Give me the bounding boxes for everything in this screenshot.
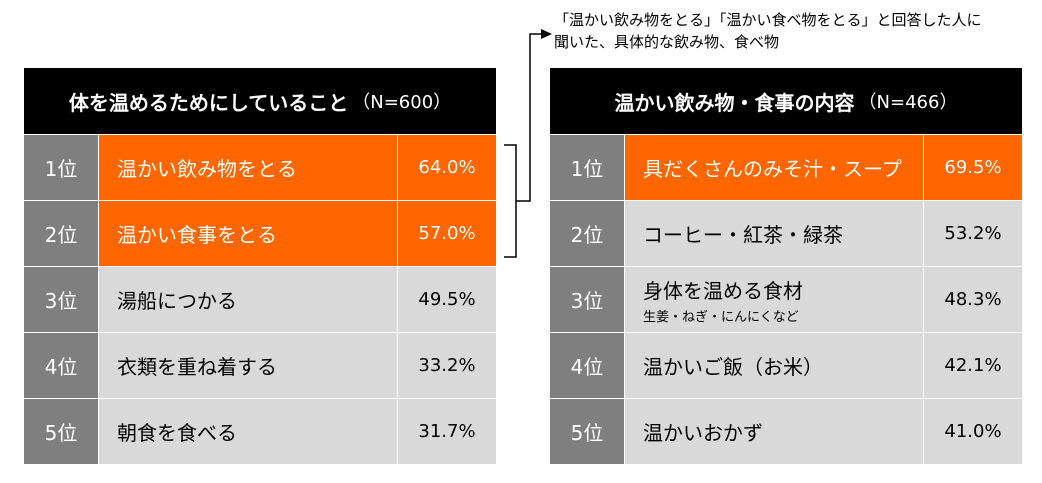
- label-text: 湯船につかる: [117, 289, 237, 313]
- label-cell: 温かいおかず: [624, 399, 923, 464]
- right-table-title: 温かい飲み物・食事の内容: [614, 90, 855, 115]
- rank-cell: 4位: [24, 333, 98, 398]
- value-cell: 42.1%: [923, 333, 1022, 398]
- left-table-header: 体を温めるためにしていること （N=600）: [24, 68, 496, 134]
- bracket-line: [504, 144, 517, 258]
- label-cell: 朝食を食べる: [98, 399, 397, 464]
- note-line-2: 聞いた、具体的な飲み物、食べ物: [554, 33, 780, 51]
- value-cell: 49.5%: [397, 267, 496, 332]
- label-cell: 温かいご飯（お米）: [624, 333, 923, 398]
- right-row-2: 2位 コーヒー・紅茶・緑茶 53.2%: [550, 200, 1022, 266]
- value-cell: 53.2%: [923, 201, 1022, 266]
- right-row-5: 5位 温かいおかず 41.0%: [550, 398, 1022, 464]
- left-row-4: 4位 衣類を重ね着する 33.2%: [24, 332, 496, 398]
- label-text: コーヒー・紅茶・緑茶: [643, 223, 843, 247]
- left-table-n: （N=600）: [352, 92, 452, 113]
- right-table-n: （N=466）: [858, 92, 958, 113]
- value-cell: 48.3%: [923, 267, 1022, 332]
- left-ranking-table: 体を温めるためにしていること （N=600） 1位 温かい飲み物をとる 64.0% 2…: [24, 68, 496, 464]
- rank-cell: 5位: [550, 399, 624, 464]
- label-cell: 具だくさんのみそ汁・スープ: [624, 135, 923, 200]
- label-subtext: 生姜・ねぎ・にんにくなど: [643, 309, 799, 325]
- left-row-2: 2位 温かい食事をとる 57.0%: [24, 200, 496, 266]
- rank-cell: 1位: [24, 135, 98, 200]
- arrow-head: [541, 29, 552, 39]
- label-text: 温かい食事をとる: [117, 223, 277, 247]
- annotation-note: 「温かい飲み物をとる」「温かい食べ物をとる」と回答した人に 聞いた、具体的な飲み…: [554, 9, 1024, 53]
- label-text: 衣類を重ね着する: [117, 355, 277, 379]
- note-line-1: 「温かい飲み物をとる」「温かい食べ物をとる」と回答した人に: [554, 11, 982, 29]
- rank-cell: 2位: [24, 201, 98, 266]
- label-cell: 温かい飲み物をとる: [98, 135, 397, 200]
- label-text: 身体を温める食材: [643, 278, 803, 303]
- value-cell: 33.2%: [397, 333, 496, 398]
- right-row-4: 4位 温かいご飯（お米） 42.1%: [550, 332, 1022, 398]
- right-row-3: 3位 身体を温める食材 生姜・ねぎ・にんにくなど 48.3%: [550, 266, 1022, 332]
- label-cell: 衣類を重ね着する: [98, 333, 397, 398]
- rank-cell: 3位: [24, 267, 98, 332]
- label-cell: 温かい食事をとる: [98, 201, 397, 266]
- rank-cell: 1位: [550, 135, 624, 200]
- rank-cell: 3位: [550, 267, 624, 332]
- left-row-5: 5位 朝食を食べる 31.7%: [24, 398, 496, 464]
- right-table-header: 温かい飲み物・食事の内容 （N=466）: [550, 68, 1022, 134]
- label-cell: 湯船につかる: [98, 267, 397, 332]
- value-cell: 31.7%: [397, 399, 496, 464]
- label-text: 温かいご飯（お米）: [643, 355, 823, 379]
- value-cell: 69.5%: [923, 135, 1022, 200]
- label-text: 朝食を食べる: [117, 421, 237, 445]
- label-text: 温かい飲み物をとる: [117, 157, 297, 181]
- left-table-title: 体を温めるためにしていること: [68, 90, 349, 115]
- right-ranking-table: 温かい飲み物・食事の内容 （N=466） 1位 具だくさんのみそ汁・スープ 69.5…: [550, 68, 1022, 464]
- label-text: 具だくさんのみそ汁・スープ: [643, 157, 902, 181]
- left-row-1: 1位 温かい飲み物をとる 64.0%: [24, 134, 496, 200]
- value-cell: 64.0%: [397, 135, 496, 200]
- label-cell: コーヒー・紅茶・緑茶: [624, 201, 923, 266]
- right-row-1: 1位 具だくさんのみそ汁・スープ 69.5%: [550, 134, 1022, 200]
- left-row-3: 3位 湯船につかる 49.5%: [24, 266, 496, 332]
- rank-cell: 4位: [550, 333, 624, 398]
- value-cell: 41.0%: [923, 399, 1022, 464]
- rank-cell: 5位: [24, 399, 98, 464]
- value-cell: 57.0%: [397, 201, 496, 266]
- rank-cell: 2位: [550, 201, 624, 266]
- label-cell: 身体を温める食材生姜・ねぎ・にんにくなど: [624, 267, 923, 332]
- label-text: 温かいおかず: [643, 421, 763, 445]
- arrow-line: [516, 33, 542, 202]
